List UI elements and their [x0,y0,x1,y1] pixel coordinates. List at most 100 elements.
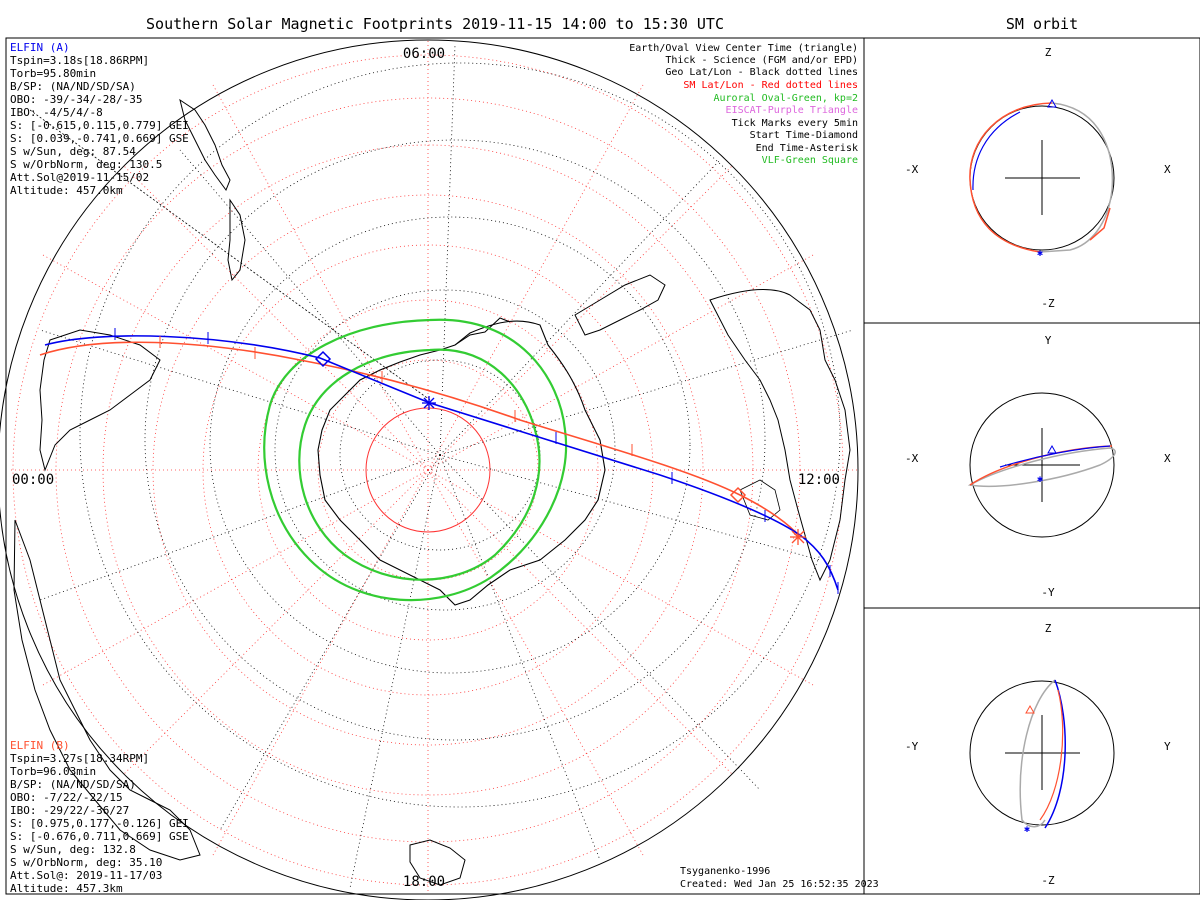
axis-label-left: -Y [905,740,919,753]
legend-item: Thick - Science (FGM and/or EPD) [665,55,858,66]
elfin-a-name: ELFIN (A) [10,41,70,54]
orbit-asterisk: ✱ [1037,474,1043,485]
legend-item: End Time-Asterisk [756,143,858,154]
new-zealand-outline [179,98,231,192]
asia-outline [13,519,201,861]
elfin-a-line: IBO: -4/5/4/-8 [10,106,103,119]
geo-grid [39,44,854,889]
orbit-panel-xy: Y -Y -X X ✱ [905,334,1171,599]
orbit-path-a [999,445,1111,468]
orbit-path-b [1039,689,1064,821]
polar-map: 06:00 00:00 12:00 18:00 [0,39,859,900]
elfin-b-line: S: [0.975,0.177,-0.126] GEI [10,817,189,830]
orbit-title: SM orbit [1006,15,1078,33]
elfin-a-line: S w/OrbNorm, deg: 130.5 [10,158,162,171]
elfin-a-line: S: [-0.615,0.115,0.779] GEI [10,119,189,132]
elfin-b-name: ELFIN (B) [10,739,70,752]
figure-title: Southern Solar Magnetic Footprints 2019-… [146,15,724,33]
elfin-b-line: IBO: -29/22/-36/27 [10,804,129,817]
clock-label-top: 06:00 [403,46,445,62]
elfin-b-line: Altitude: 457.3km [10,882,123,895]
elfin-a-line: Att.Sol@2019-11-15/02 [10,171,149,184]
elfin-a-line: B/SP: (NA/ND/SD/SA) [10,80,136,93]
orbit-path-b [969,102,1053,253]
elfin-a-line: Tspin=3.18s[18.86RPM] [10,54,149,67]
orbit-panels: Z -Z -X X ✱ Y -Y -X X ✱ [863,37,1200,895]
center-triangle [1025,704,1035,714]
axis-label-left: -X [905,163,919,176]
axis-label-right: X [1164,452,1171,465]
legend-item: VLF-Green Square [762,155,858,166]
orbit-panel-xz: Z -Z -X X ✱ [905,46,1171,310]
axis-label-right: X [1164,163,1171,176]
elfin-b-info: ELFIN (B) Tspin=3.27s[18.34RPM] Torb=96.… [10,739,189,895]
africa-outline [574,274,666,336]
sm-pole-circle [365,407,491,533]
elfin-b-line: Torb=96.03min [10,765,96,778]
australia-outline [39,329,161,472]
created-label: Created: Wed Jan 25 16:52:35 2023 [680,879,879,890]
orbit-asterisk: ✱ [1024,824,1030,835]
elfin-b-line: OBO: -7/22/-22/15 [10,791,123,804]
elfin-a-ticks [114,328,839,594]
legend-item: Earth/Oval View Center Time (triangle) [629,43,858,54]
antarctic-peninsula [454,317,511,346]
elfin-a-asterisk [422,396,436,410]
elfin-a-line: OBO: -39/-34/-28/-35 [10,93,142,106]
elfin-b-ticks [159,336,633,456]
model-label: Tsyganenko-1996 [680,866,770,877]
elfin-b-line: Att.Sol@: 2019-11-17/03 [10,869,162,882]
elfin-b-start-diamond [729,486,747,504]
south-america-outline [709,289,851,582]
orbit-panel-yz: Z -Z -Y Y ✱ [905,622,1171,887]
elfin-a-info: ELFIN (A) Tspin=3.18s[18.86RPM] Torb=95.… [10,41,189,197]
orbit-asterisk: ✱ [1037,248,1043,259]
clock-label-bottom: 18:00 [403,874,445,890]
sm-longitude-grid [10,40,858,892]
elfin-b-line: S w/Sun, deg: 132.8 [10,843,136,856]
legend-item: Geo Lat/Lon - Black dotted lines [665,67,858,78]
antarctica-outline [317,320,606,606]
clock-label-left: 00:00 [12,472,54,488]
axis-label-bottom: -Y [1041,586,1055,599]
legend-item: SM Lat/Lon - Red dotted lines [683,80,858,91]
clock-label-right: 12:00 [798,472,840,488]
orbit-path-gray [1039,102,1114,253]
east-island-outline [739,479,781,521]
island-outline [227,198,246,282]
elfin-a-line: Altitude: 457.0km [10,184,123,197]
elfin-b-line: Tspin=3.27s[18.34RPM] [10,752,149,765]
auroral-oval-outer [263,318,568,602]
orbit-path-gray [1019,679,1056,828]
earth-circle [969,392,1115,538]
elfin-a-line: S w/Sun, deg: 87.54 [10,145,136,158]
elfin-b-line: S w/OrbNorm, deg: 35.10 [10,856,162,869]
legend-item: Auroral Oval-Green, kp=2 [714,93,859,104]
legend-item: Start Time-Diamond [750,130,858,141]
elfin-a-track [44,335,839,591]
legend-item: EISCAT-Purple Triangle [726,105,858,116]
elfin-b-line: S: [-0.676,0.711,0.669] GSE [10,830,189,843]
axis-label-bottom: -Z [1041,297,1055,310]
bottom-island-outline [409,839,466,886]
legend: Earth/Oval View Center Time (triangle) T… [629,43,858,166]
elfin-a-start-diamond [314,350,332,368]
elfin-b-line: B/SP: (NA/ND/SD/SA) [10,778,136,791]
elfin-a-line: Torb=95.80min [10,67,96,80]
elfin-b-asterisk [790,529,806,545]
earth-circle [969,680,1115,826]
axis-label-top: Z [1045,622,1052,635]
auroral-oval-inner [298,348,541,581]
horizon-circle [0,39,859,900]
axis-label-top: Z [1045,46,1052,59]
legend-item: Tick Marks every 5min [732,118,858,129]
orbit-path-b-segment [1089,207,1111,241]
axis-label-right: Y [1164,740,1171,753]
center-triangle [1047,444,1057,454]
elfin-b-track [39,341,801,538]
axis-label-bottom: -Z [1041,874,1055,887]
axis-label-left: -X [905,452,919,465]
orbit-path-gray [967,447,1116,488]
orbit-frame [863,37,1200,895]
